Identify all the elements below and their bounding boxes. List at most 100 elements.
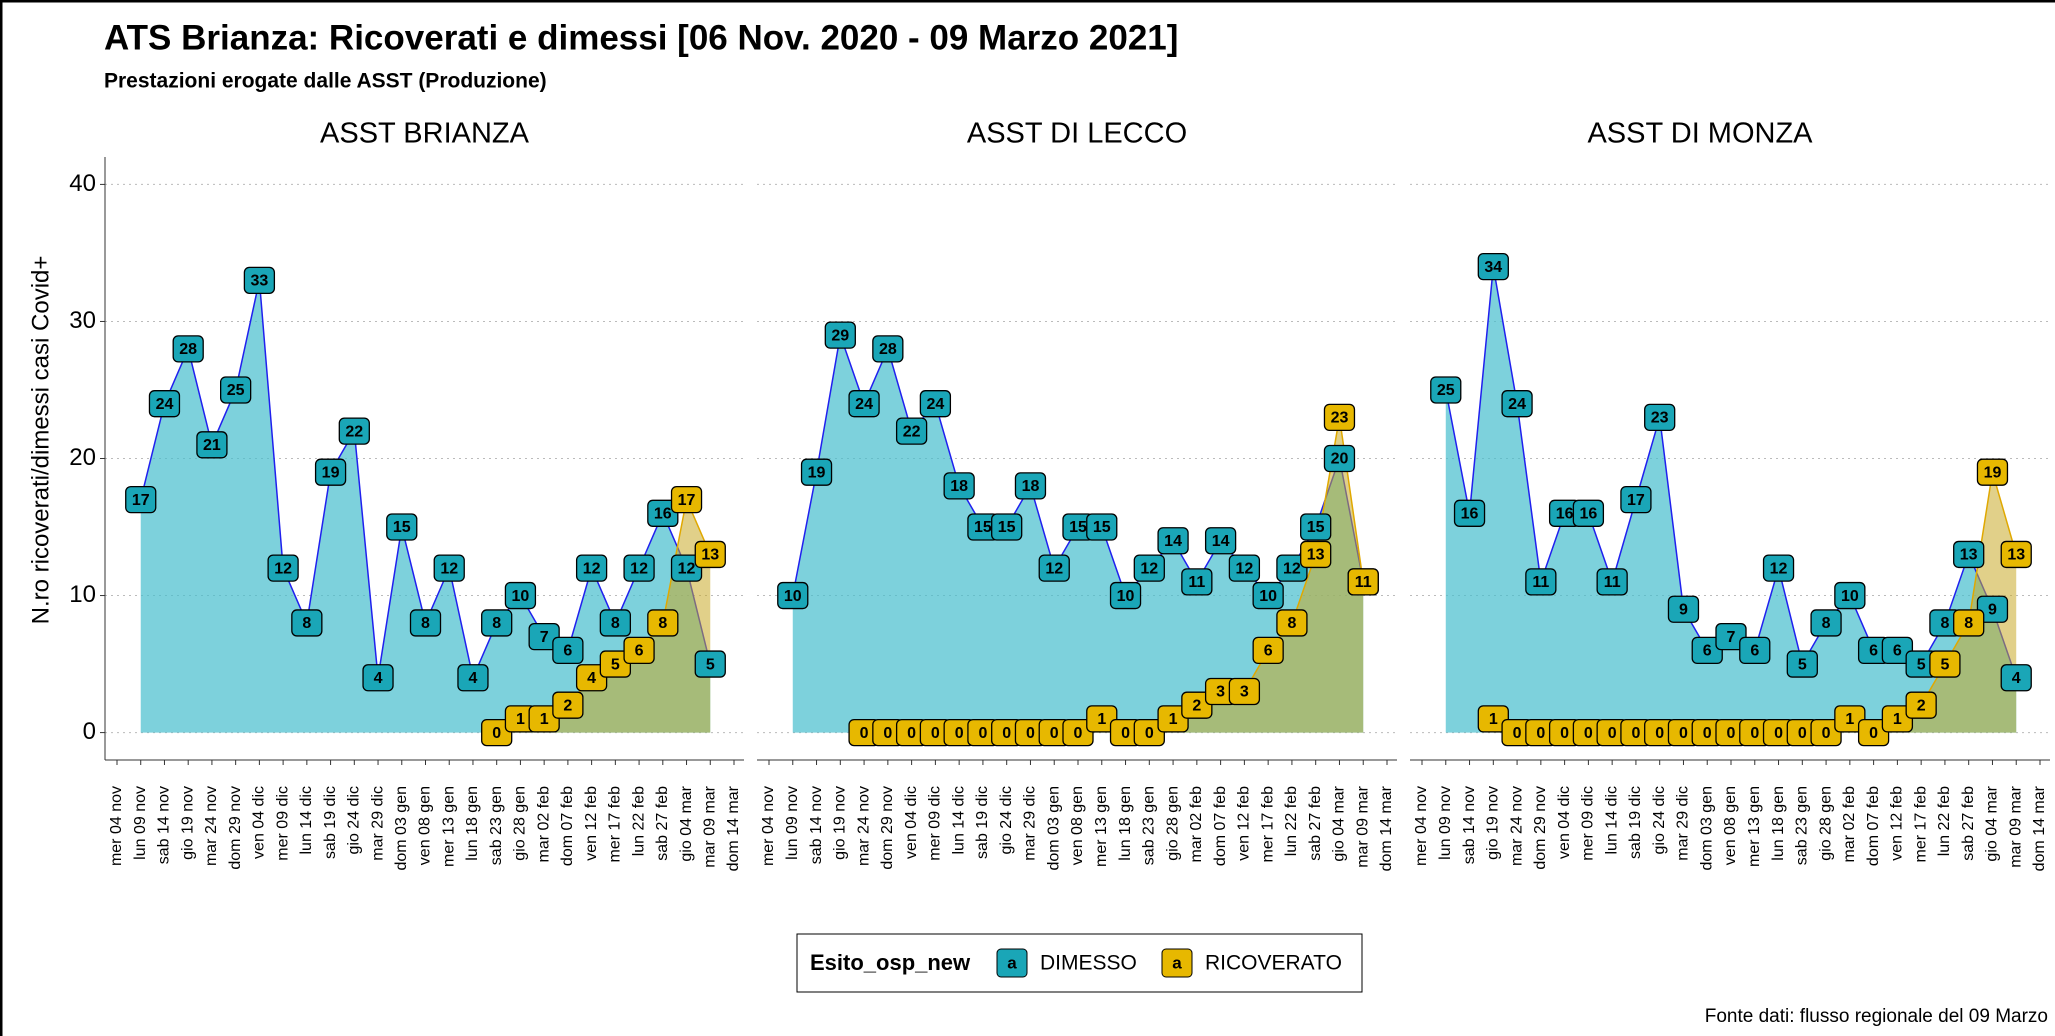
data-label: 23 — [1651, 410, 1669, 427]
data-label: 0 — [1750, 725, 1759, 742]
data-label-box — [1786, 650, 1818, 678]
data-label: 17 — [132, 492, 150, 509]
data-label: 0 — [492, 725, 501, 742]
x-tick-label: dom 29 nov — [227, 786, 244, 870]
data-label-box — [1667, 595, 1700, 623]
data-label-box — [1181, 691, 1213, 719]
data-label: 0 — [1560, 725, 1569, 742]
x-tick-label: lun 14 dic — [298, 786, 315, 855]
data-label-box — [220, 376, 252, 404]
data-label-box — [599, 609, 631, 637]
x-tick-label: lun 09 nov — [784, 786, 801, 860]
data-label: 19 — [808, 464, 826, 481]
data-label: 4 — [374, 670, 383, 687]
x-tick-label: mar 02 feb — [1841, 786, 1858, 863]
data-label: 0 — [1655, 725, 1664, 742]
x-tick-label: sab 19 dic — [322, 786, 339, 859]
data-label: 17 — [1627, 492, 1645, 509]
data-label-box — [1086, 513, 1118, 541]
data-label-box — [1881, 636, 1914, 665]
data-label: 13 — [1960, 547, 1978, 564]
x-tick-label: dom 14 mar — [2031, 785, 2048, 871]
data-label: 5 — [1798, 656, 1807, 673]
data-label: 11 — [1188, 574, 1205, 591]
x-tick-label: mar 29 dic — [369, 786, 386, 861]
data-label-box — [1572, 499, 1605, 527]
x-tick-label: ven 12 feb — [583, 786, 600, 861]
y-tick-label: 40 — [69, 170, 96, 197]
data-label-box — [777, 581, 809, 610]
x-tick-label: lun 22 feb — [1936, 786, 1953, 856]
data-label: 16 — [1579, 506, 1597, 523]
x-tick-label: ven 12 feb — [1889, 786, 1906, 861]
data-label: 10 — [1117, 588, 1135, 605]
data-label-box — [1157, 527, 1189, 555]
data-label-box — [991, 513, 1023, 541]
legend-key — [1161, 948, 1193, 978]
data-label: 1 — [1169, 711, 1178, 728]
x-tick-label: gio 19 nov — [1485, 786, 1502, 860]
data-label: 6 — [1750, 643, 1759, 660]
data-label-box — [409, 609, 442, 637]
data-label: 7 — [540, 629, 549, 646]
data-label: 4 — [469, 670, 478, 687]
data-label: 11 — [1355, 574, 1372, 591]
data-label-box — [647, 609, 679, 637]
data-label-box — [943, 472, 975, 500]
data-label: 24 — [156, 396, 174, 413]
x-tick-label: sab 14 nov — [156, 786, 173, 864]
x-tick-label: lun 09 nov — [132, 786, 149, 860]
data-label: 13 — [2007, 547, 2025, 564]
x-tick-label: ven 04 dic — [903, 786, 920, 859]
data-label: 0 — [1703, 725, 1712, 742]
x-tick-label: sab 23 gen — [488, 786, 505, 865]
legend-label: DIMESSO — [1040, 952, 1137, 975]
data-label: 0 — [1822, 725, 1831, 742]
data-label: 1 — [516, 711, 525, 728]
x-tick-label: gio 28 gen — [1164, 786, 1181, 861]
x-tick-label: mar 24 nov — [203, 786, 220, 866]
data-label: 11 — [1532, 574, 1549, 591]
data-label: 0 — [931, 725, 940, 742]
x-tick-label: dom 07 feb — [1865, 786, 1882, 866]
data-label-box — [1477, 705, 1509, 733]
x-tick-label: gio 04 mar — [1331, 785, 1348, 861]
data-label: 22 — [345, 423, 363, 440]
legend-key-glyph: a — [1172, 953, 1182, 972]
data-label: 24 — [926, 396, 944, 413]
data-label-box — [1133, 718, 1165, 747]
data-label: 10 — [1259, 588, 1277, 605]
x-tick-label: lun 09 nov — [1437, 786, 1454, 860]
title: ATS Brianza: Ricoverati e dimessi [06 No… — [104, 18, 1178, 57]
area — [864, 417, 1364, 733]
data-label: 13 — [701, 547, 719, 564]
data-label-box — [172, 335, 204, 363]
data-label: 10 — [512, 588, 530, 605]
x-tick-label: lun 18 gen — [1770, 786, 1787, 861]
x-tick-label: lun 14 dic — [1603, 786, 1620, 855]
area — [1445, 266, 2017, 733]
data-label-box — [1620, 485, 1652, 514]
x-tick-label: dom 03 gen — [1045, 786, 1062, 871]
x-tick-label: sab 27 feb — [1960, 786, 1977, 861]
data-label-box — [552, 636, 584, 665]
data-label: 8 — [1940, 615, 1949, 632]
data-label: 0 — [978, 725, 987, 742]
data-label-box — [1596, 568, 1628, 596]
data-label-box — [800, 458, 833, 486]
x-tick-label: mer 04 nov — [1413, 786, 1430, 866]
data-label-box — [481, 718, 513, 747]
data-label: 12 — [1770, 560, 1788, 577]
data-label-box — [1905, 691, 1937, 719]
data-label-box — [1715, 623, 1747, 651]
data-label-box — [1276, 554, 1308, 582]
data-label: 0 — [1727, 725, 1736, 742]
area — [496, 499, 711, 733]
legend-key — [996, 948, 1028, 978]
panel-title: ASST BRIANZA — [320, 118, 530, 150]
data-label: 12 — [1140, 560, 1158, 577]
data-label: 1 — [540, 711, 549, 728]
data-label-box — [848, 390, 880, 418]
x-tick-label: dom 03 gen — [393, 786, 410, 871]
